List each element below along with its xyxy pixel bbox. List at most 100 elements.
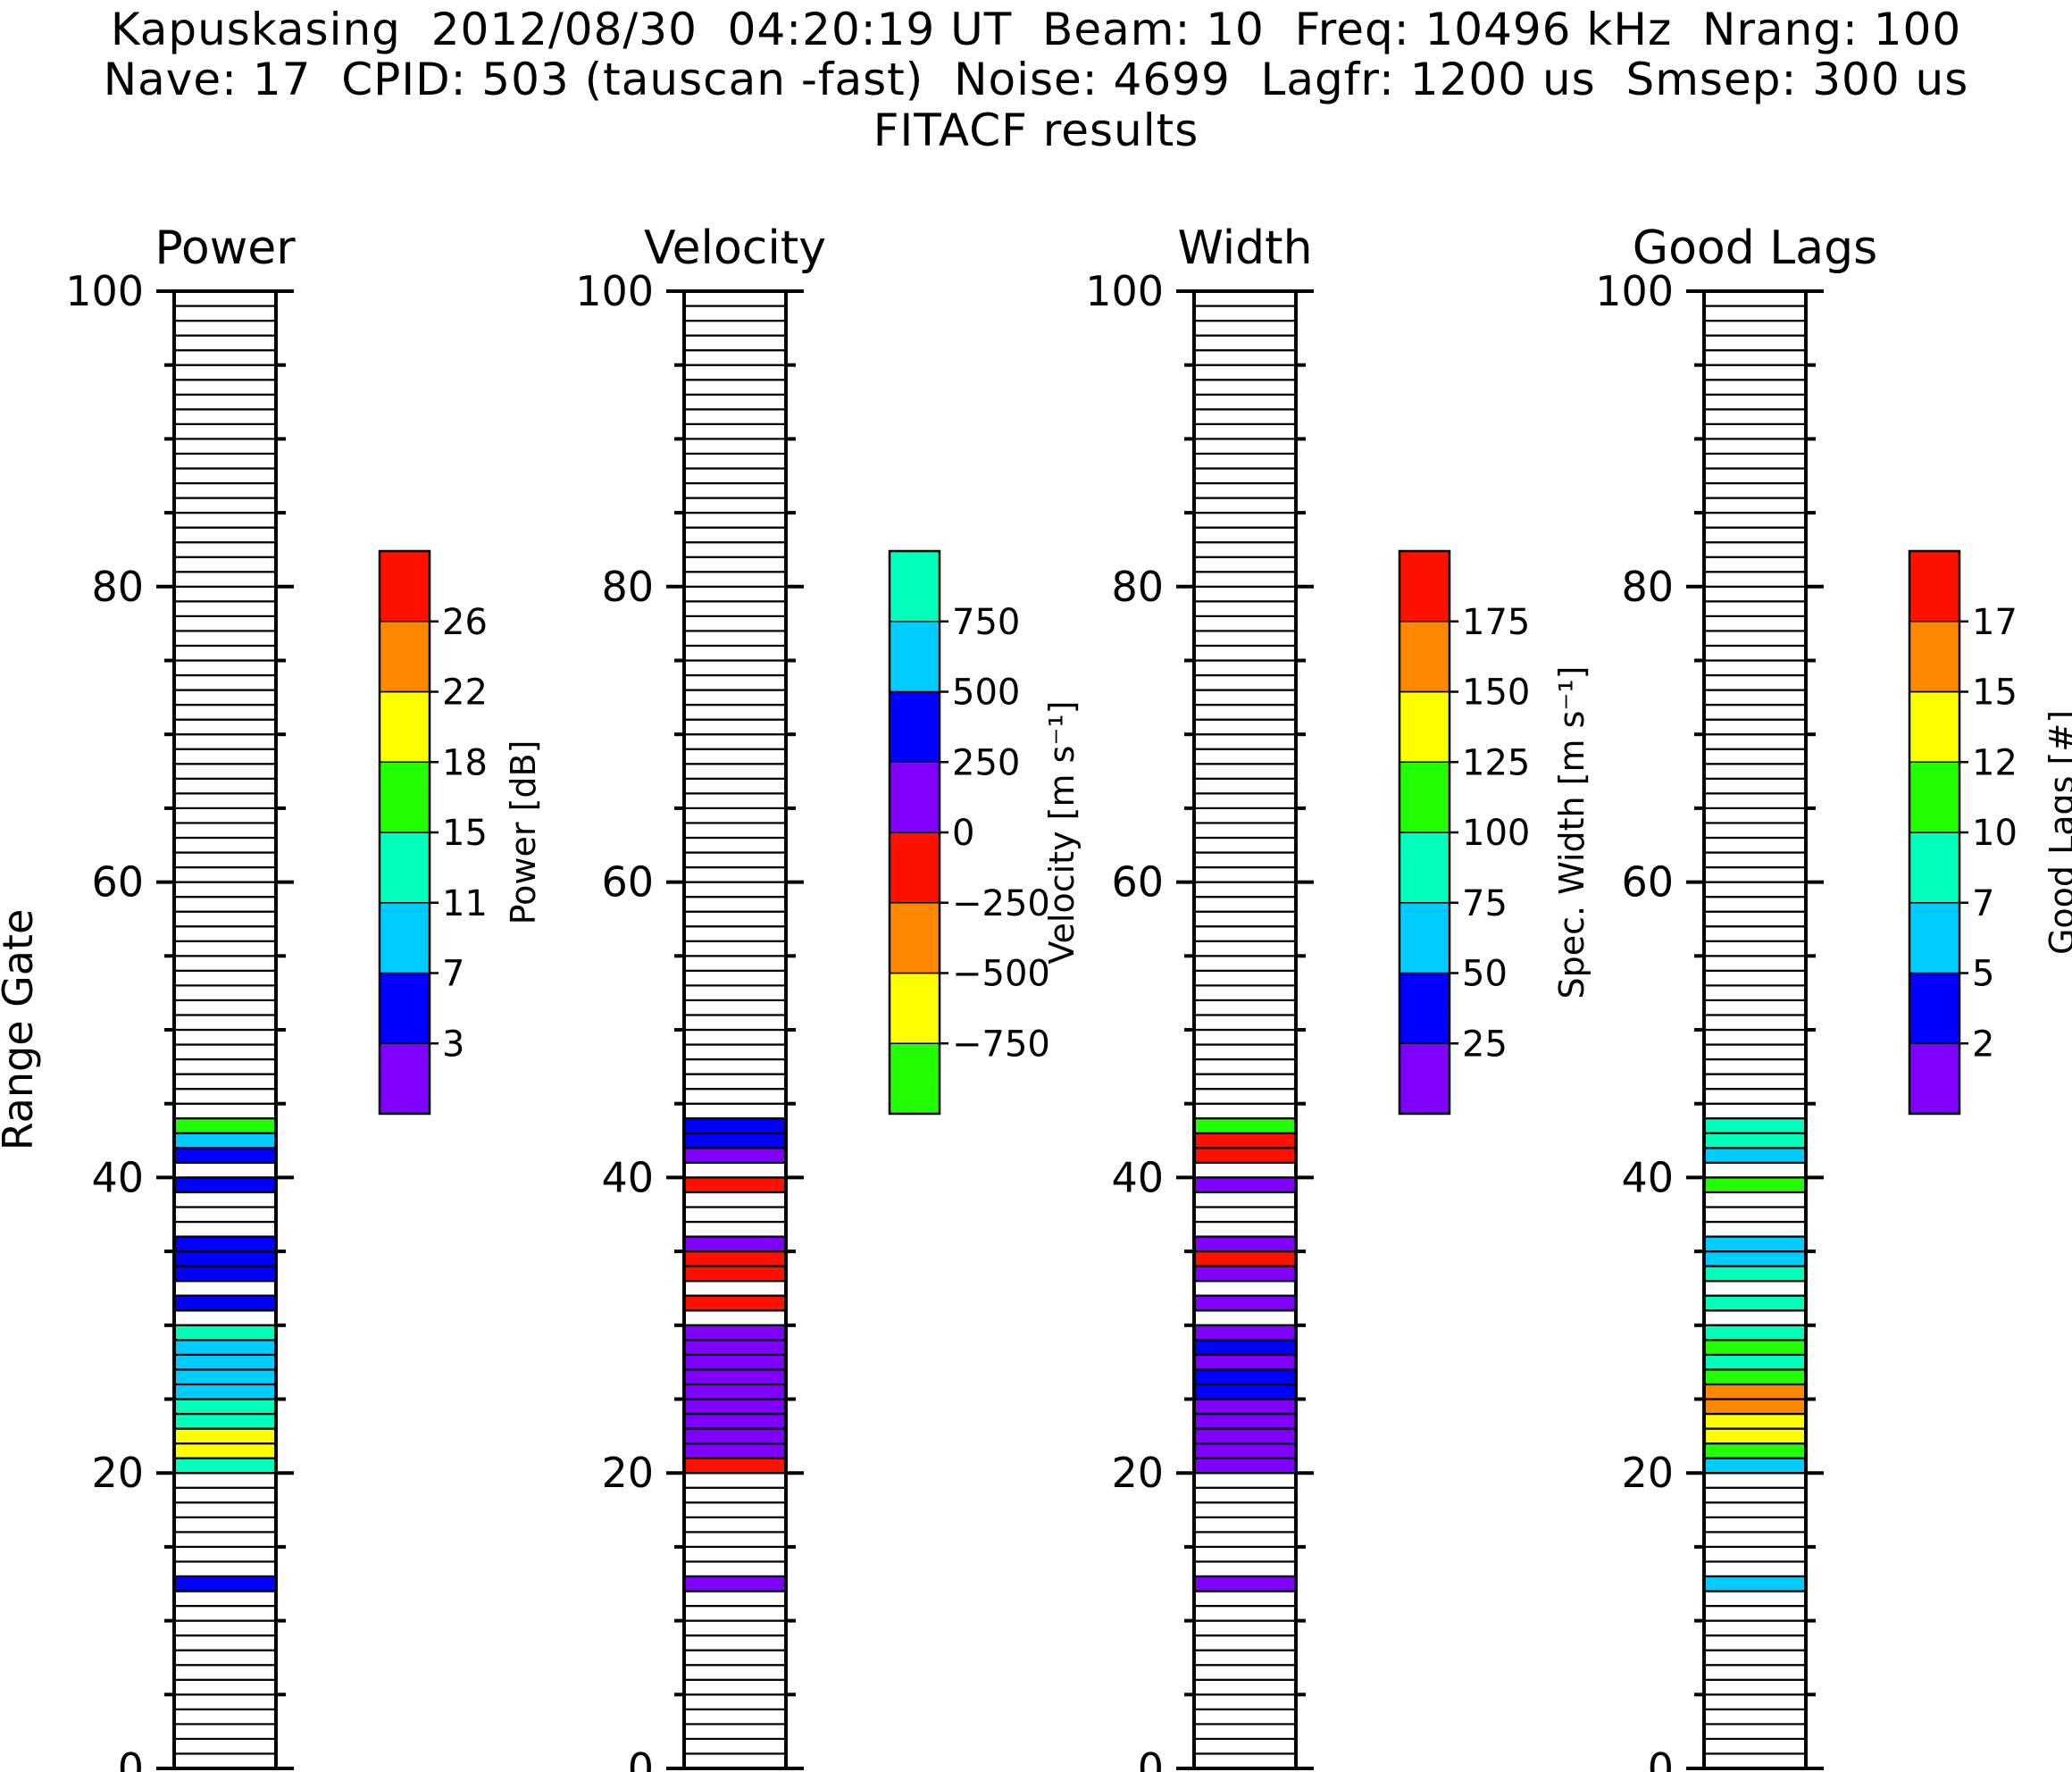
gate-cell [1702,481,1808,499]
colorbar-swatch [889,761,940,833]
data-cell [172,1339,278,1356]
gate-cell [1192,481,1298,499]
gate-cell [1702,1102,1808,1120]
gate-cell [172,1220,278,1238]
data-cell [682,1442,788,1459]
data-cell [1702,1147,1808,1164]
colorbar-swatch [379,1042,430,1115]
gate-cell [1192,1560,1298,1578]
gate-cell [172,748,278,765]
gate-cell [1702,984,1808,1002]
gate-cell [1702,585,1808,603]
data-cell [1192,1398,1298,1416]
gate-cell [1702,822,1808,840]
panel-title: Power [155,222,296,275]
gate-cell [1192,733,1298,750]
gate-cell [1702,1073,1808,1091]
gate-cell [682,733,788,750]
gate-cell [1702,865,1808,883]
colorbar-swatch [1399,690,1450,763]
colorbar-tick-label: 15 [1972,673,2018,714]
gate-cell [682,600,788,617]
colorbar-tick-label: 750 [952,602,1020,643]
gate-cell [172,1664,278,1681]
gate-cell [682,1723,788,1741]
gate-cell [172,289,278,307]
gate-cell [682,614,788,632]
gate-cell [1192,556,1298,573]
gate-cell [682,571,788,588]
y-tick-label: 60 [601,858,654,907]
gate-cell [682,1206,788,1224]
panel-title: Width [1177,222,1312,275]
gate-cell [172,334,278,352]
gate-cell [682,467,788,485]
data-cell [682,1412,788,1430]
gate-cell [682,541,788,558]
header-line-3: FITACF results [873,104,1199,156]
gate-cell [172,1014,278,1032]
gate-cell [1192,644,1298,662]
colorbar-swatch [1909,1042,1960,1115]
data-cell [172,1442,278,1459]
gate-cell [1192,1649,1298,1667]
colorbar: 25 50 75 100 125 150 175 Spec. Width [m s⁻¹] [1398,549,1592,1116]
colorbar-swatch [889,1042,940,1115]
gate-cell [1192,438,1298,456]
gate-cell [1702,1043,1808,1061]
gate-cell [172,1206,278,1224]
gate-cell [682,1028,788,1046]
data-cell [172,1235,278,1253]
gate-cell [172,881,278,899]
colorbar-swatch [1909,621,1960,693]
y-tick-label: 20 [601,1449,654,1497]
gate-cell [172,1472,278,1489]
gate-cell [172,896,278,913]
gate-cell [1192,689,1298,706]
colorbar-label: Spec. Width [m s⁻¹] [1552,666,1592,999]
data-cell [172,1147,278,1164]
gate-cell [1192,1531,1298,1548]
gate-cell [1702,1472,1808,1489]
gate-cell [172,1619,278,1637]
panel-good-lags: Good Lags 0 20 40 60 80 100 2 5 7 10 12 15 17 Good Lag… [1595,222,2072,1772]
panel-title: Velocity [644,222,826,275]
colorbar-swatch [1399,550,1450,623]
gate-cell [682,1649,788,1667]
gate-cell [1192,763,1298,780]
colorbar-tick-label: −500 [952,954,1050,995]
gate-cell [1192,319,1298,337]
colorbar-tick-label: 500 [952,673,1020,714]
data-cell [172,1132,278,1149]
gate-cell [1702,393,1808,411]
gate-cell [1702,526,1808,544]
gate-cell [1702,1619,1808,1637]
data-cell [172,1398,278,1416]
data-cell [1702,1383,1808,1400]
gate-cell [172,511,278,529]
gate-cell [1192,467,1298,485]
gate-cell [1702,364,1808,381]
colorbar-swatch [379,550,430,623]
gate-cell [172,452,278,470]
gate-cell [172,630,278,648]
colorbar-tick-label: 25 [1462,1024,1508,1065]
colorbar: 2 5 7 10 12 15 17 Good Lags [#] [1908,549,2072,1116]
colorbar-swatch [889,690,940,763]
gate-cell [172,1088,278,1105]
data-cell [682,1457,788,1475]
gate-cell [682,1280,788,1297]
colorbar: −750 −500 −250 0 250 500 750 Velocity [m s⁻¹] [888,549,1082,1116]
y-tick-label: 60 [91,858,144,907]
colorbar-tick-label: 26 [442,602,488,643]
gate-cell [172,614,278,632]
gate-cell [1702,1309,1808,1326]
y-tick-label: 0 [118,1744,144,1772]
gate-cell [1192,541,1298,558]
gate-cell [1702,925,1808,942]
colorbar-swatch [889,550,940,623]
gate-cell [1702,1590,1808,1608]
gate-cell [682,289,788,307]
gate-cell [172,364,278,381]
y-tick-label: 40 [1111,1153,1164,1201]
